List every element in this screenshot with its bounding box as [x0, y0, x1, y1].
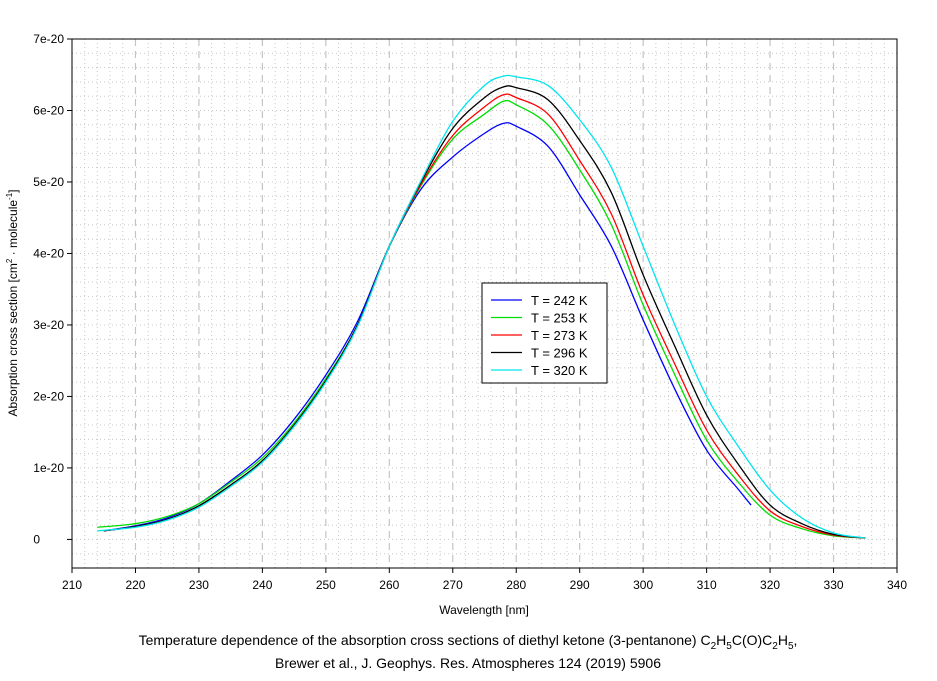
x-tick-label: 260: [379, 578, 399, 592]
x-tick-label: 310: [697, 578, 717, 592]
y-tick-label: 2e-20: [33, 389, 64, 403]
y-tick-label: 7e-20: [33, 32, 64, 46]
series-lines: [97, 74, 866, 539]
x-tick-label: 210: [62, 578, 82, 592]
x-tick-label: 290: [570, 578, 590, 592]
x-tick-label: 300: [633, 578, 653, 592]
legend-label: T = 320 K: [531, 363, 588, 378]
legend: T = 242 K T = 253 K T = 273 K T = 296 K T = …: [481, 282, 608, 384]
series-line-242k: [103, 122, 752, 532]
x-axis: 210 220 230 240 250 260 270 280 290 300 310 320 330 3…: [62, 568, 907, 592]
y-tick-label: 4e-20: [33, 246, 64, 260]
y-tick-label: 0: [33, 532, 40, 546]
x-tick-label: 230: [189, 578, 209, 592]
x-tick-label: 220: [125, 578, 145, 592]
legend-label: T = 253 K: [531, 311, 588, 326]
plot-frame: [71, 38, 898, 569]
caption-line-1: Temperature dependence of the absorption…: [139, 632, 798, 652]
series-line-253k: [97, 99, 866, 539]
x-tick-label: 270: [443, 578, 463, 592]
y-axis: 0 1e-20 2e-20 3e-20 4e-20 5e-20 6e-20 7e-20: [33, 32, 72, 546]
legend-label: T = 242 K: [531, 293, 588, 308]
y-tick-label: 3e-20: [33, 318, 64, 332]
x-tick-label: 320: [760, 578, 780, 592]
series-line-320k: [97, 74, 866, 539]
legend-label: T = 296 K: [531, 346, 588, 361]
y-tick-label: 1e-20: [33, 461, 64, 475]
caption-line-2: Brewer et al., J. Geophys. Res. Atmosphe…: [275, 655, 661, 671]
x-tick-label: 240: [252, 578, 272, 592]
series-line-296k: [103, 85, 866, 539]
legend-label: T = 273 K: [531, 328, 588, 343]
y-tick-label: 5e-20: [33, 175, 64, 189]
x-axis-label: Wavelength [nm]: [439, 603, 529, 617]
x-tick-label: 280: [506, 578, 526, 592]
y-tick-label: 6e-20: [33, 103, 64, 117]
x-tick-label: 250: [316, 578, 336, 592]
y-axis-label: Absorption cross section [cm2 · molecule…: [5, 189, 20, 416]
x-tick-label: 330: [824, 578, 844, 592]
x-tick-label: 340: [887, 578, 907, 592]
